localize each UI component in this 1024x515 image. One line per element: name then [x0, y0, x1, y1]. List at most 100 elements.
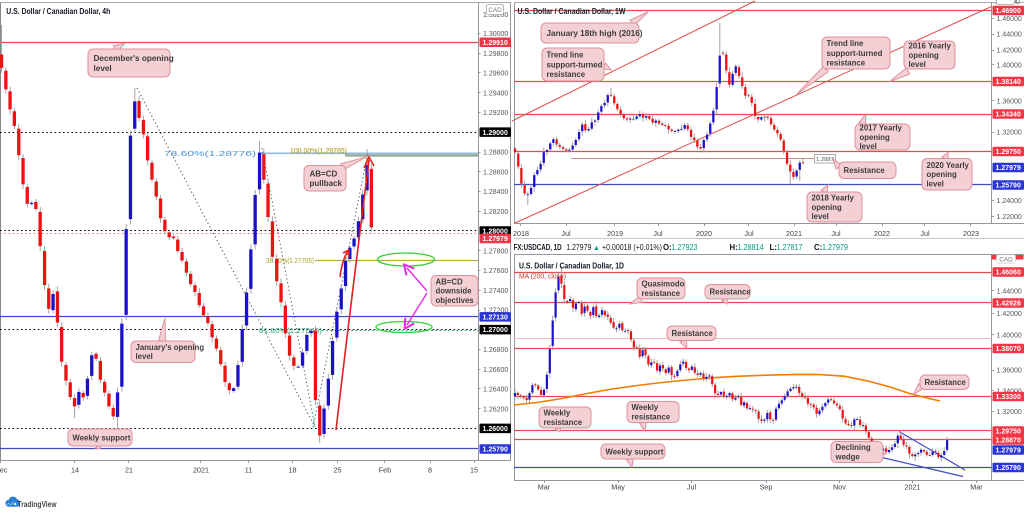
svg-text:1.26600: 1.26600 — [483, 367, 508, 374]
svg-text:1.27923: 1.27923 — [672, 243, 698, 252]
svg-text:U.S. Dollar / Canadian Dollar,: U.S. Dollar / Canadian Dollar, 1W — [518, 7, 626, 16]
svg-text:1.28600: 1.28600 — [483, 169, 508, 176]
svg-text:December's opening: December's opening — [94, 54, 174, 63]
svg-text:1.25790: 1.25790 — [996, 465, 1021, 472]
svg-text:support-turned: support-turned — [547, 60, 603, 69]
svg-text:1.28814: 1.28814 — [738, 243, 765, 252]
svg-text:25: 25 — [334, 466, 342, 475]
svg-text:1.44000: 1.44000 — [997, 289, 1022, 296]
svg-text:opening: opening — [812, 203, 843, 212]
svg-text:objectives: objectives — [436, 296, 475, 305]
svg-text:2021: 2021 — [786, 229, 802, 238]
svg-text:1.27817: 1.27817 — [777, 243, 803, 252]
svg-text:Mar: Mar — [970, 483, 983, 492]
svg-text:1.27979: 1.27979 — [483, 236, 508, 243]
svg-text:Trend line: Trend line — [827, 39, 864, 48]
svg-text:level: level — [860, 142, 877, 151]
svg-text:wedge: wedge — [835, 452, 861, 461]
svg-text:level: level — [94, 64, 112, 73]
svg-text:2019: 2019 — [607, 229, 623, 238]
svg-text:1.26400: 1.26400 — [483, 387, 508, 394]
svg-text:1.40000: 1.40000 — [997, 333, 1022, 340]
svg-text:level: level — [136, 352, 153, 361]
svg-text:resistance: resistance — [827, 58, 866, 67]
svg-text:Jul: Jul — [831, 229, 841, 238]
svg-text:1.29000: 1.29000 — [483, 130, 508, 137]
svg-text:level: level — [812, 212, 829, 221]
svg-text:1.28800: 1.28800 — [483, 150, 508, 157]
svg-text:level: level — [927, 179, 944, 188]
svg-text:H:: H: — [730, 243, 738, 252]
svg-text:2017 Yearly: 2017 Yearly — [860, 124, 903, 133]
svg-text:1.27600: 1.27600 — [483, 268, 508, 275]
svg-text:Weekly support: Weekly support — [606, 447, 664, 456]
svg-text:1.26000: 1.26000 — [483, 426, 508, 433]
svg-text:1.44000: 1.44000 — [997, 32, 1022, 39]
svg-text:1.27979: 1.27979 — [996, 165, 1021, 172]
svg-text:100.00%(1.28785): 100.00%(1.28785) — [290, 146, 347, 155]
svg-text:2018: 2018 — [513, 229, 529, 238]
svg-text:1.29750: 1.29750 — [996, 429, 1021, 436]
svg-text:opening: opening — [927, 170, 958, 179]
svg-text:AB=CD: AB=CD — [310, 169, 338, 178]
svg-text:opening: opening — [860, 133, 891, 142]
svg-text:resistance: resistance — [547, 70, 586, 79]
svg-text:21: 21 — [125, 466, 133, 475]
svg-text:1.36000: 1.36000 — [997, 99, 1022, 106]
svg-text:resistance: resistance — [632, 412, 671, 421]
svg-text:CAD: CAD — [999, 256, 1013, 263]
svg-text:1.24000: 1.24000 — [997, 198, 1022, 205]
svg-text:Jul: Jul — [653, 229, 663, 238]
svg-text:1.28870: 1.28870 — [996, 438, 1021, 445]
svg-text:1.28200: 1.28200 — [483, 209, 508, 216]
svg-text:TradingView: TradingView — [18, 499, 57, 509]
svg-text:U.S. Dollar / Canadian Dollar,: U.S. Dollar / Canadian Dollar, 1D — [519, 262, 624, 271]
svg-text:January's opening: January's opening — [136, 343, 205, 352]
svg-text:1.28400: 1.28400 — [483, 189, 508, 196]
svg-text:1.38070: 1.38070 — [996, 346, 1021, 353]
svg-text:Weekly support: Weekly support — [73, 433, 131, 442]
svg-text:Jul: Jul — [687, 483, 697, 492]
svg-text:▲: ▲ — [593, 245, 600, 252]
svg-text:1.27800: 1.27800 — [483, 248, 508, 255]
svg-text:Dec: Dec — [0, 466, 8, 475]
svg-text:2022: 2022 — [874, 229, 890, 238]
svg-text:Resistance: Resistance — [925, 378, 967, 387]
svg-text:2021: 2021 — [193, 466, 209, 475]
svg-text:Resistance: Resistance — [672, 329, 714, 338]
svg-text:1.40000: 1.40000 — [997, 63, 1022, 70]
svg-text:1.27979: 1.27979 — [996, 448, 1021, 455]
svg-text:1.29800: 1.29800 — [483, 51, 508, 58]
svg-text:61.80%(1.27045): 61.80%(1.27045) — [259, 326, 322, 335]
svg-text:1.27000: 1.27000 — [483, 327, 508, 334]
svg-text:2023: 2023 — [963, 229, 979, 238]
svg-text:Weekly: Weekly — [632, 403, 659, 412]
svg-text:1.29600: 1.29600 — [483, 71, 508, 78]
svg-text:Mar: Mar — [538, 483, 551, 492]
svg-text:+0.00018 (+0.01%): +0.00018 (+0.01%) — [602, 243, 662, 252]
svg-text:11: 11 — [245, 466, 252, 475]
svg-text:1.26200: 1.26200 — [483, 406, 508, 413]
svg-text:May: May — [611, 483, 625, 492]
svg-text:CAD: CAD — [488, 7, 502, 14]
svg-text:1.29400: 1.29400 — [483, 90, 508, 97]
svg-text:1.42000: 1.42000 — [997, 48, 1022, 55]
svg-text:18: 18 — [289, 466, 297, 475]
svg-text:C:: C: — [814, 243, 822, 252]
svg-text:14: 14 — [71, 466, 79, 475]
svg-text:Jul: Jul — [561, 229, 571, 238]
svg-text:Quasimodo: Quasimodo — [642, 280, 685, 289]
svg-text:1.27400: 1.27400 — [483, 288, 508, 295]
svg-text:1.46060: 1.46060 — [996, 270, 1021, 277]
svg-text:2021: 2021 — [905, 483, 921, 492]
svg-text:8: 8 — [428, 466, 432, 475]
svg-text:1.25790: 1.25790 — [483, 447, 508, 454]
svg-text:1.32000: 1.32000 — [997, 409, 1022, 416]
svg-text:38.20%(1.27705): 38.20%(1.27705) — [266, 256, 314, 265]
svg-text:1.32000: 1.32000 — [997, 130, 1022, 137]
svg-text:1.2887: 1.2887 — [816, 157, 834, 163]
svg-text:MA (200, close): MA (200, close) — [519, 272, 566, 281]
svg-text:2018 Yearly: 2018 Yearly — [812, 194, 855, 203]
svg-text:1.27979: 1.27979 — [822, 243, 848, 252]
svg-text:downside: downside — [436, 287, 473, 296]
